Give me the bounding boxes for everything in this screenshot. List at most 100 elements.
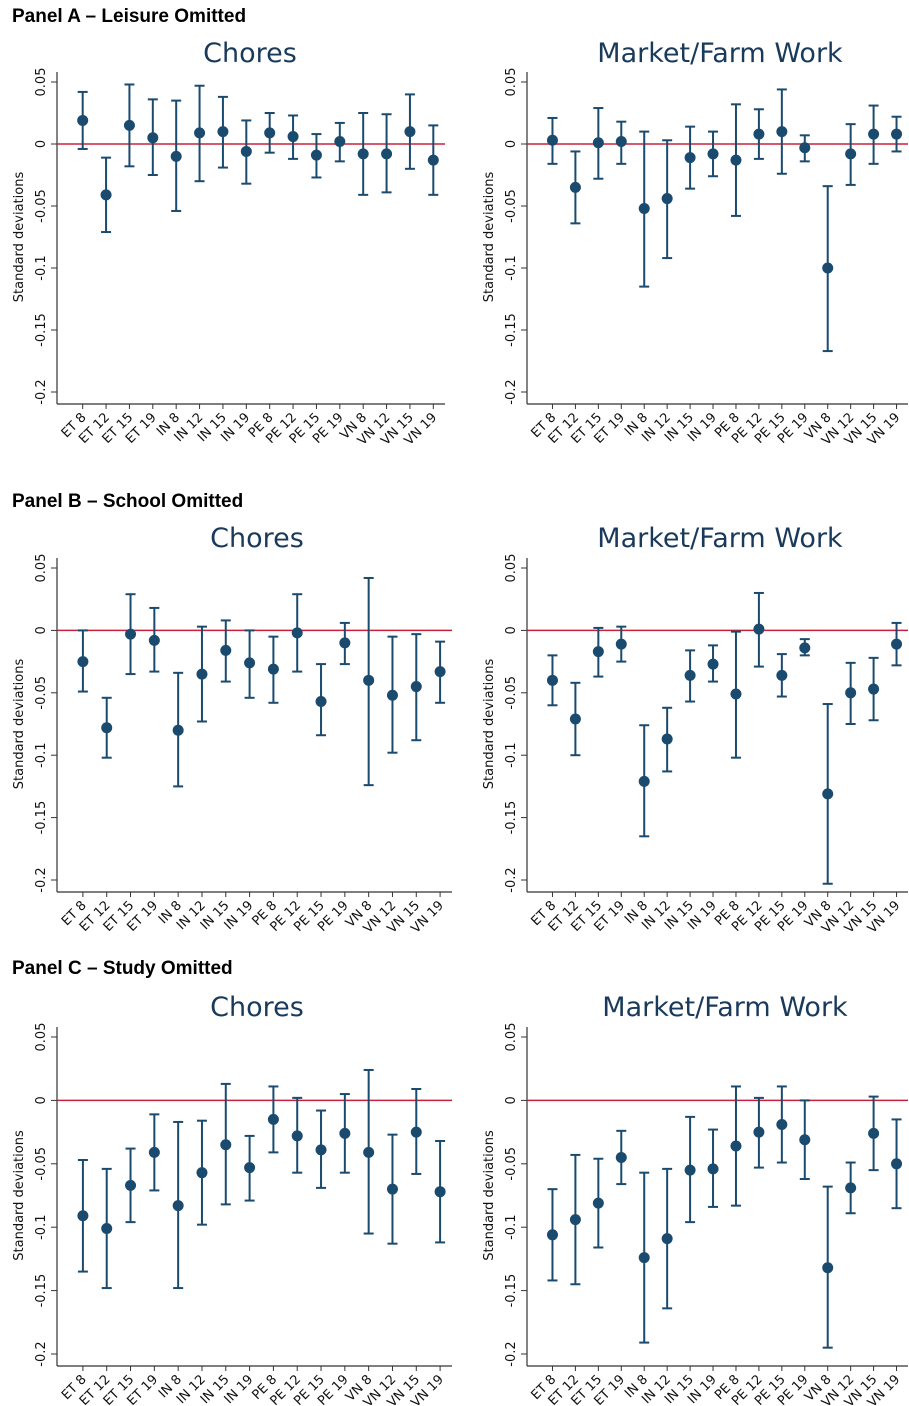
y-tick-label: -0.2 (504, 1341, 519, 1366)
y-tick-label: 0 (504, 1096, 519, 1104)
point-estimate (891, 638, 903, 650)
point-estimate (868, 128, 880, 140)
y-tick-label: 0.05 (504, 1023, 519, 1052)
point-estimate (196, 1167, 208, 1179)
point-estimate (172, 1200, 184, 1212)
point-estimate (267, 1113, 279, 1125)
point-estimate (684, 1164, 696, 1176)
point-estimate (707, 658, 719, 670)
y-tick-label: -0.15 (34, 1274, 49, 1308)
point-estimate (799, 1134, 811, 1146)
point-estimate (638, 775, 650, 787)
point-estimate (707, 148, 719, 160)
y-tick-label: -0.2 (34, 379, 49, 404)
y-tick-label: -0.1 (34, 1215, 49, 1240)
point-estimate (569, 181, 581, 193)
y-tick-label: -0.2 (504, 379, 519, 404)
point-estimate (148, 1146, 160, 1158)
y-tick-label: -0.15 (34, 801, 49, 835)
point-estimate (684, 152, 696, 164)
point-estimate (410, 1126, 422, 1138)
point-estimate (730, 154, 742, 166)
y-tick-label: -0.1 (504, 1215, 519, 1240)
y-tick-label: 0 (34, 626, 49, 634)
point-estimate (569, 713, 581, 725)
y-tick-label: 0.05 (34, 68, 49, 97)
y-tick-label: -0.2 (34, 867, 49, 892)
y-axis-label: Standard deviations (12, 1130, 27, 1261)
point-estimate (363, 674, 375, 686)
point-estimate (592, 646, 604, 658)
point-estimate (77, 1210, 89, 1222)
point-estimate (101, 1222, 113, 1234)
point-estimate (100, 189, 112, 201)
point-estimate (287, 131, 299, 143)
point-estimate (148, 634, 160, 646)
y-tick-label: -0.2 (34, 1341, 49, 1366)
point-estimate (661, 193, 673, 205)
y-tick-label: -0.1 (34, 255, 49, 280)
point-estimate (240, 145, 252, 157)
point-estimate (357, 148, 369, 160)
point-estimate (569, 1214, 581, 1226)
y-tick-label: -0.15 (504, 801, 519, 835)
point-estimate (334, 136, 346, 148)
point-estimate (661, 733, 673, 745)
point-estimate (386, 689, 398, 701)
point-estimate (546, 674, 558, 686)
y-axis-label: Standard deviations (482, 659, 497, 790)
y-axis-label: Standard deviations (12, 659, 27, 790)
y-tick-label: -0.05 (34, 676, 49, 710)
y-tick-label: -0.15 (34, 313, 49, 347)
point-estimate (730, 1140, 742, 1152)
panel-a-label: Panel A – Leisure Omitted (12, 6, 247, 27)
point-estimate (172, 724, 184, 736)
point-estimate (615, 638, 627, 650)
y-tick-label: 0.05 (34, 554, 49, 583)
point-estimate (753, 1126, 765, 1138)
point-estimate (267, 663, 279, 675)
chart-a-market-farm-work: Market/Farm Work 0.05 0 -0.05 -0.1 -0.15 -0.2 S… (482, 38, 908, 449)
chart-title: Chores (210, 992, 304, 1023)
point-estimate (753, 128, 765, 140)
point-estimate (799, 642, 811, 654)
y-tick-label: -0.1 (504, 743, 519, 768)
point-estimate (339, 1127, 351, 1139)
y-tick-label: -0.15 (504, 313, 519, 347)
chart-c-chores: Chores 0.05 0 -0.05 -0.1 -0.15 -0.2 Standard de… (12, 992, 452, 1406)
y-axis-label: Standard deviations (482, 172, 497, 303)
point-estimate (381, 148, 393, 160)
y-tick-label: 0.05 (504, 68, 519, 97)
point-estimate (196, 668, 208, 680)
point-estimate (194, 127, 206, 139)
point-estimate (845, 1182, 857, 1194)
y-tick-label: -0.05 (504, 1147, 519, 1181)
y-tick-label: -0.2 (504, 867, 519, 892)
point-estimate (404, 126, 416, 138)
y-tick-label: -0.15 (504, 1274, 519, 1308)
point-estimate (707, 1163, 719, 1175)
point-estimate (638, 1252, 650, 1264)
point-estimate (776, 669, 788, 681)
point-estimate (434, 1186, 446, 1198)
panel-b-label: Panel B – School Omitted (12, 491, 244, 512)
point-estimate (822, 788, 834, 800)
point-estimate (123, 119, 135, 131)
point-estimate (592, 137, 604, 149)
point-estimate (220, 644, 232, 656)
point-estimate (77, 114, 89, 126)
point-estimate (147, 132, 159, 144)
point-estimate (315, 696, 327, 708)
point-estimate (101, 722, 113, 734)
y-tick-label: 0 (34, 140, 49, 148)
chart-title: Market/Farm Work (602, 992, 848, 1023)
chart-b-market-farm-work: Market/Farm Work 0.05 0 -0.05 -0.1 -0.15 -0.2 S… (482, 523, 908, 937)
chart-b-chores: Chores 0.05 0 -0.05 -0.1 -0.15 -0.2 Standard de… (12, 523, 452, 937)
chart-title: Chores (203, 38, 297, 69)
point-estimate (170, 150, 182, 162)
y-tick-label: -0.05 (504, 189, 519, 223)
chart-c-market-farm-work: Market/Farm Work 0.05 0 -0.05 -0.1 -0.15 -0.2 S… (482, 992, 908, 1406)
chart-title: Market/Farm Work (597, 38, 843, 69)
point-estimate (410, 681, 422, 693)
y-tick-label: 0.05 (504, 554, 519, 583)
